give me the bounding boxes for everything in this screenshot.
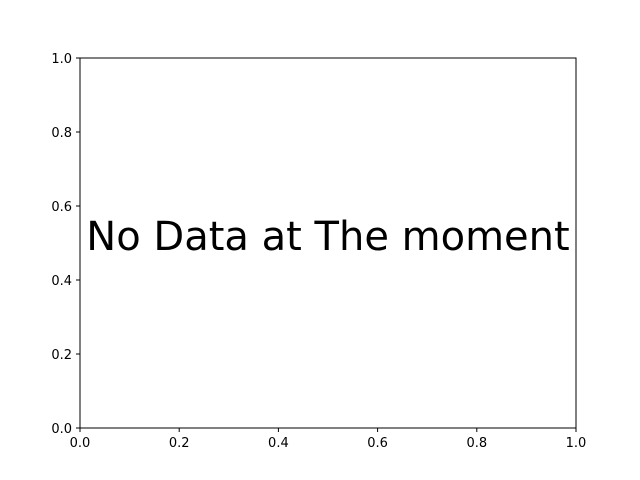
- x-tick-label: 0.8: [466, 436, 487, 451]
- y-axis: 0.0 0.2 0.4 0.6 0.8 1.0: [51, 52, 80, 437]
- x-axis: 0.0 0.2 0.4 0.6 0.8 1.0: [70, 428, 587, 451]
- plot-area: [79, 57, 577, 429]
- x-tick-label: 0.4: [268, 436, 289, 451]
- y-tick-label: 0.8: [51, 126, 72, 141]
- y-tick-label: 0.6: [51, 200, 72, 215]
- y-tick-label: 0.0: [51, 422, 72, 437]
- y-tick-label: 0.4: [51, 274, 72, 289]
- y-tick-label: 1.0: [51, 52, 72, 67]
- x-tick-label: 0.0: [70, 436, 91, 451]
- x-tick-label: 0.6: [367, 436, 388, 451]
- y-tick-label: 0.2: [51, 348, 72, 363]
- x-tick-label: 0.2: [169, 436, 190, 451]
- x-tick-label: 1.0: [566, 436, 587, 451]
- no-data-annotation: No Data at The moment: [86, 214, 569, 260]
